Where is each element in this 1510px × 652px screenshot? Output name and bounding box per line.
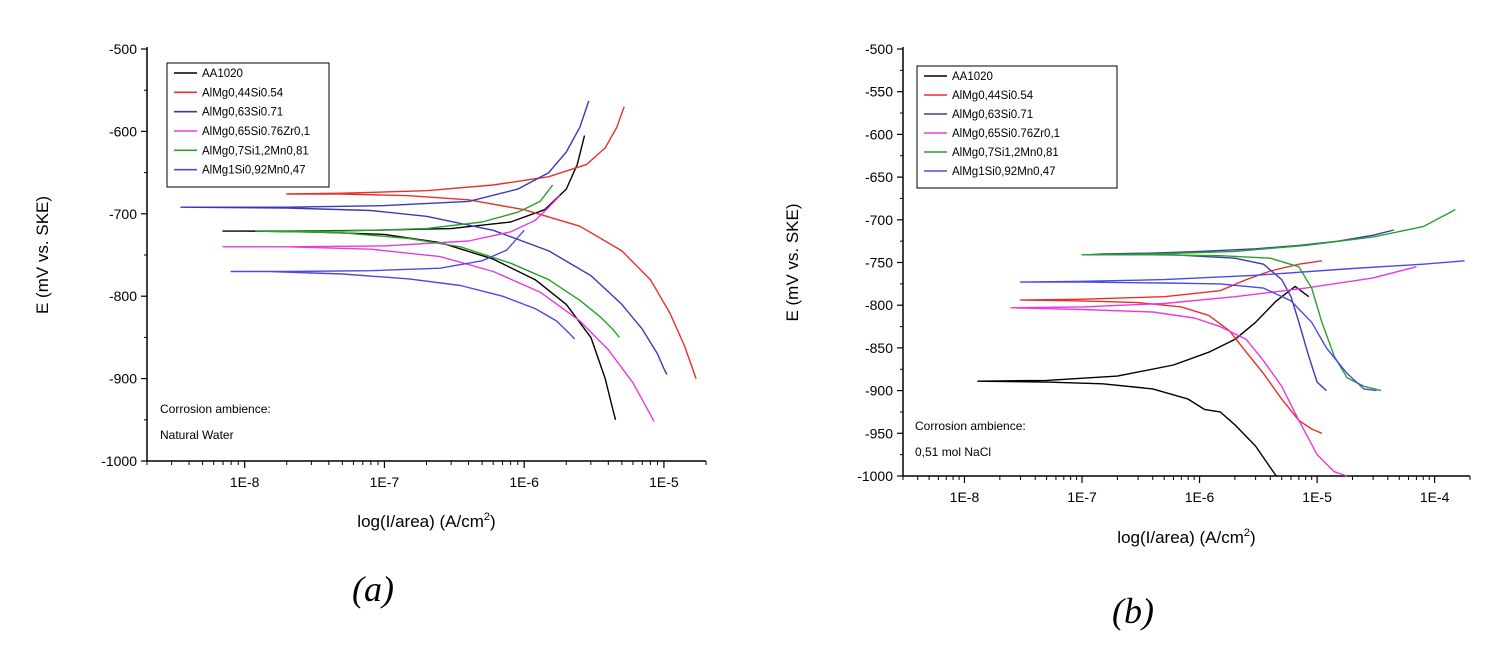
y-tick-label: -750 xyxy=(865,255,893,271)
y-tick-label: -700 xyxy=(109,206,137,222)
legend-label: AlMg0,7Si1,2Mn0,81 xyxy=(952,147,1059,159)
x-tick-label: 1E-8 xyxy=(230,474,260,490)
legend-box xyxy=(166,62,330,188)
series-line-2 xyxy=(286,106,697,379)
y-tick-label: -950 xyxy=(865,425,893,441)
y-tick-label: -1000 xyxy=(101,453,137,469)
legend-label: AA1020 xyxy=(202,68,243,80)
y-tick-label: -1000 xyxy=(857,468,893,484)
y-tick-label: -600 xyxy=(109,123,137,139)
x-axis-label: log(I/area) (A/cm2) xyxy=(1117,527,1255,547)
y-tick-label: -850 xyxy=(865,340,893,356)
series-line-5 xyxy=(1081,208,1456,392)
y-tick-label: -550 xyxy=(865,84,893,100)
series-line-2 xyxy=(1019,260,1323,434)
series-line-5 xyxy=(255,184,620,338)
y-tick-label: -800 xyxy=(865,297,893,313)
legend: AA1020 AlMg0,44Si0.54 AlMg0,63Si0.71 AlMg0,… xyxy=(916,65,1118,189)
x-tick-label: 1E-6 xyxy=(1185,489,1215,505)
y-tick-label: -700 xyxy=(865,212,893,228)
x-tick-label: 1E-7 xyxy=(370,474,400,490)
series-line-4 xyxy=(222,195,655,422)
y-tick-label: -650 xyxy=(865,169,893,185)
y-tick-label: -500 xyxy=(109,41,137,57)
y-tick-label: -900 xyxy=(109,371,137,387)
annotation-text: Corrosion ambience: xyxy=(915,419,1026,433)
series-line-1 xyxy=(977,285,1310,477)
series-line-6 xyxy=(1019,260,1465,392)
series-line-6 xyxy=(230,229,576,340)
series-line-4 xyxy=(1010,266,1417,477)
annotation-text: Corrosion ambience: xyxy=(160,402,271,416)
y-tick-label: -500 xyxy=(865,41,893,57)
legend-label: AlMg0,63Si0.71 xyxy=(202,107,283,119)
y-axis-label: E (mV vs. SKE) xyxy=(783,203,802,321)
legend-label: AlMg0,63Si0.71 xyxy=(952,109,1033,121)
legend-label: AlMg1Si0,92Mn0,47 xyxy=(952,166,1056,178)
x-tick-label: 1E-5 xyxy=(649,474,679,490)
chart-panel-a: -500 -600 -700 -800 -900 -1000 1E-8 1E-7 1E-6 1E-… xyxy=(33,41,707,531)
legend-label: AlMg1Si0,92Mn0,47 xyxy=(202,165,306,177)
annotation-text: Natural Water xyxy=(160,428,234,442)
legend-label: AlMg0,7Si1,2Mn0,81 xyxy=(202,145,309,157)
x-tick-label: 1E-5 xyxy=(1302,489,1332,505)
x-tick-label: 1E-7 xyxy=(1067,489,1097,505)
legend-label: AlMg0,65Si0.76Zr0,1 xyxy=(202,126,310,138)
legend-label: AlMg0,44Si0.54 xyxy=(202,87,284,99)
panel-label-a: (a) xyxy=(352,569,394,609)
x-axis-label: log(I/area) (A/cm2) xyxy=(357,511,495,531)
legend: AA1020 AlMg0,44Si0.54 AlMg0,63Si0.71 AlMg0,… xyxy=(166,62,330,188)
legend-label: AlMg0,65Si0.76Zr0,1 xyxy=(952,128,1060,140)
legend-label: AlMg0,44Si0.54 xyxy=(952,90,1034,102)
annotation-text: 0,51 mol NaCl xyxy=(915,445,991,459)
legend-label: AA1020 xyxy=(952,71,993,83)
x-tick-label: 1E-8 xyxy=(950,489,980,505)
x-tick-label: 1E-4 xyxy=(1420,489,1450,505)
panel-label-b: (b) xyxy=(1112,591,1154,631)
series-line-3 xyxy=(180,100,668,375)
x-tick-label: 1E-6 xyxy=(509,474,539,490)
legend-box xyxy=(916,65,1118,189)
chart-panel-b: -500 -550 -600 -650 -700 -750 -800 -850 -900 -950… xyxy=(783,41,1471,547)
y-axis-label: E (mV vs. SKE) xyxy=(33,196,52,314)
y-tick-label: -800 xyxy=(109,288,137,304)
y-tick-label: -600 xyxy=(865,126,893,142)
y-tick-label: -900 xyxy=(865,383,893,399)
